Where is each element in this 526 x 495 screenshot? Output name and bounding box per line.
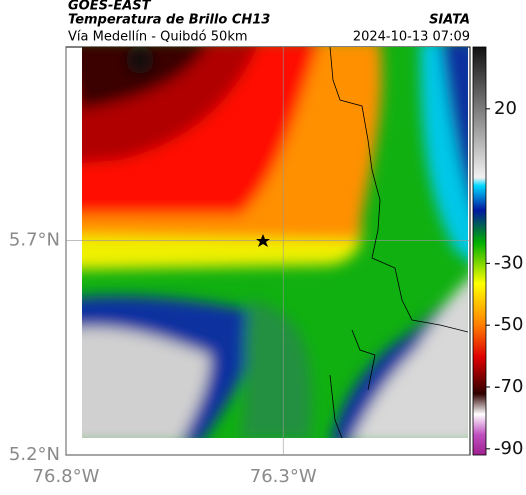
title: GOES-EAST bbox=[68, 0, 152, 14]
datetime: 2024-10-13 07:09 bbox=[353, 30, 470, 45]
colorbar-ticks: 20 -30 -50 -70 -90 bbox=[486, 98, 523, 459]
lat-tick-label: 5.7°N bbox=[9, 229, 60, 250]
lat-tick-label: 5.2°N bbox=[9, 444, 60, 465]
satellite-image bbox=[82, 47, 468, 438]
route: Vía Medellín - Quibdó 50km bbox=[68, 30, 248, 45]
colorbar-tick-label: -70 bbox=[494, 376, 523, 397]
colorbar-tick-label: 20 bbox=[494, 98, 517, 119]
lon-tick-label: 76.8°W bbox=[33, 466, 100, 487]
borders bbox=[329, 46, 469, 439]
colorbar-tick-label: -30 bbox=[494, 252, 523, 273]
colorbar-tick-label: -90 bbox=[494, 438, 523, 459]
lon-tick-label: 76.3°W bbox=[250, 466, 317, 487]
location-marker bbox=[256, 234, 270, 247]
subtitle: Temperatura de Brillo CH13 bbox=[68, 13, 270, 28]
source: SIATA bbox=[429, 13, 470, 28]
colorbar-tick-label: -50 bbox=[494, 314, 523, 335]
colorbar bbox=[472, 46, 487, 456]
